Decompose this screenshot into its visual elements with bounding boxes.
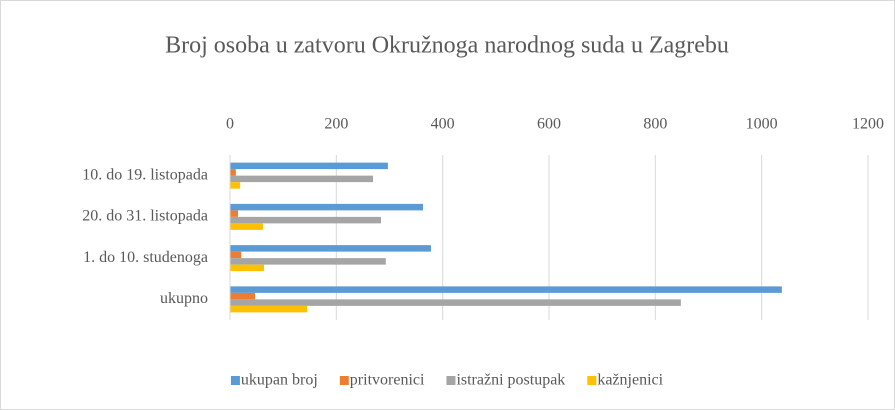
legend-label: kažnjenici — [597, 372, 663, 389]
legend-swatch — [230, 376, 240, 385]
legend-swatch — [339, 376, 349, 385]
y-tick-label: 1. do 10. studenoga — [83, 249, 208, 266]
x-tick-label: 1200 — [852, 116, 884, 133]
bar — [230, 245, 431, 252]
bar — [230, 216, 381, 224]
chart-title: Broj osoba u zatvoru Okružnoga narodnog … — [165, 33, 729, 59]
x-tick-label: 600 — [537, 116, 561, 133]
x-tick-label: 200 — [324, 116, 348, 133]
legend-swatch — [446, 376, 456, 385]
bar — [230, 175, 374, 183]
bar — [230, 286, 782, 293]
bar — [230, 182, 241, 189]
bar — [230, 258, 386, 265]
y-tick-label: 20. do 31. listopada — [82, 208, 208, 225]
legend-swatch — [587, 376, 597, 385]
bar — [230, 292, 255, 300]
bar — [230, 162, 388, 170]
bar — [230, 299, 681, 306]
legend-label: ukupan broj — [241, 372, 318, 389]
bar — [230, 203, 423, 211]
x-tick-label: 1000 — [746, 116, 778, 133]
bar — [230, 305, 308, 313]
x-tick-label: 0 — [226, 116, 234, 133]
x-tick-label: 400 — [431, 116, 455, 133]
bar — [230, 251, 242, 259]
legend-label: istražni postupak — [456, 372, 565, 389]
bar — [230, 210, 238, 217]
bar — [230, 223, 263, 230]
y-tick-label: 10. do 19. listopada — [82, 166, 208, 183]
x-tick-label: 800 — [643, 116, 667, 133]
bar — [230, 264, 265, 272]
legend-label: pritvorenici — [350, 372, 425, 389]
y-tick-label: ukupno — [160, 290, 208, 307]
bar — [230, 169, 236, 176]
